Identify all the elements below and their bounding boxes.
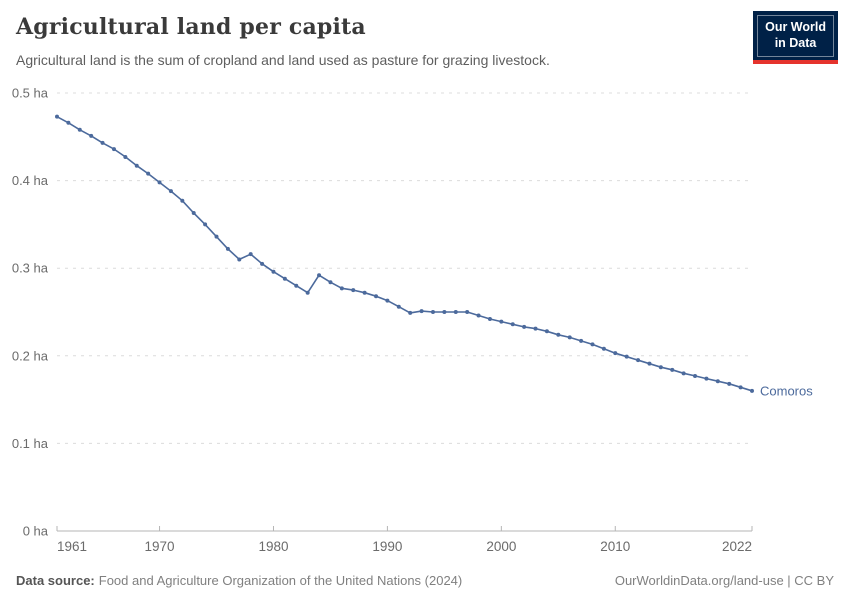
data-point (248, 252, 253, 257)
data-point (738, 385, 743, 390)
data-point (601, 346, 606, 351)
data-point (66, 120, 71, 125)
data-point (476, 313, 481, 318)
data-point (567, 335, 572, 340)
data-point (374, 294, 379, 299)
data-point (544, 329, 549, 334)
data-point (453, 310, 458, 314)
x-tick-label: 1980 (258, 539, 288, 554)
data-point (351, 288, 356, 293)
data-point (237, 257, 242, 262)
data-point (317, 273, 322, 278)
data-point (636, 358, 641, 363)
data-point (533, 326, 538, 331)
data-point (55, 114, 59, 119)
x-tick-label: 1990 (372, 539, 402, 554)
data-point (260, 261, 265, 266)
data-point (271, 269, 276, 274)
data-point (499, 319, 504, 324)
data-point (134, 163, 139, 168)
data-point (111, 147, 116, 152)
data-point (146, 171, 151, 176)
data-point (396, 304, 401, 309)
data-point (579, 338, 584, 343)
y-tick-label: 0.5 ha (12, 86, 49, 101)
data-point (727, 381, 732, 386)
y-tick-label: 0.1 ha (12, 436, 49, 451)
data-source-label: Data source: (16, 573, 95, 588)
data-point (613, 351, 618, 356)
owid-logo[interactable]: Our World in Data (753, 11, 838, 64)
data-source-text: Food and Agriculture Organization of the… (98, 573, 463, 588)
data-point (225, 246, 230, 251)
data-point (681, 371, 686, 376)
owid-logo-frame: Our World in Data (757, 15, 834, 57)
data-point (214, 234, 219, 239)
x-tick-label: 1970 (145, 539, 175, 554)
owid-logo-text-line1: Our World (765, 20, 826, 34)
series-label-comoros[interactable]: Comoros (760, 383, 813, 398)
data-point (191, 211, 196, 216)
data-point (123, 154, 128, 159)
y-tick-label: 0.4 ha (12, 173, 49, 188)
data-point (693, 373, 698, 378)
data-point (658, 365, 663, 370)
y-tick-label: 0.3 ha (12, 261, 49, 276)
data-point (670, 367, 675, 372)
data-point (715, 379, 720, 384)
data-point (339, 286, 344, 291)
data-point (442, 310, 447, 314)
owid-logo-text-line2: in Data (774, 36, 817, 51)
chart-subtitle: Agricultural land is the sum of cropland… (16, 52, 550, 68)
chart-footer: Data source: Food and Agriculture Organiz… (16, 573, 834, 588)
data-point (157, 180, 162, 185)
y-tick-label: 0.2 ha (12, 348, 49, 363)
y-tick-label: 0 ha (23, 524, 49, 539)
data-point (647, 361, 652, 366)
data-point (556, 332, 561, 337)
x-tick-label: 2000 (486, 539, 516, 554)
x-tick-label: 1961 (57, 539, 87, 554)
series-line (56, 115, 753, 392)
data-point (408, 310, 413, 315)
data-point (704, 376, 709, 381)
data-point (750, 388, 754, 393)
data-point (624, 354, 629, 359)
data-point (77, 127, 82, 132)
data-point (203, 222, 208, 227)
data-point (282, 276, 287, 281)
data-point (385, 298, 390, 303)
data-point (430, 310, 435, 314)
x-tick-label: 2022 (722, 539, 752, 554)
data-point (294, 283, 299, 288)
data-point (487, 317, 492, 322)
data-point (305, 290, 310, 295)
x-tick-label: 2010 (600, 539, 630, 554)
data-point (419, 309, 424, 314)
data-point (168, 189, 173, 194)
page-title: Agricultural land per capita (16, 14, 366, 40)
data-point (465, 310, 470, 314)
data-point (590, 342, 595, 347)
data-point (510, 322, 515, 327)
data-point (89, 133, 94, 138)
data-source-note: Data source: Food and Agriculture Organiz… (16, 573, 462, 588)
data-point (100, 140, 105, 145)
owid-credit-link[interactable]: OurWorldinData.org/land-use | CC BY (614, 573, 834, 588)
data-point (522, 324, 527, 329)
data-point (328, 280, 333, 285)
data-point (180, 198, 185, 203)
data-point (362, 290, 367, 295)
